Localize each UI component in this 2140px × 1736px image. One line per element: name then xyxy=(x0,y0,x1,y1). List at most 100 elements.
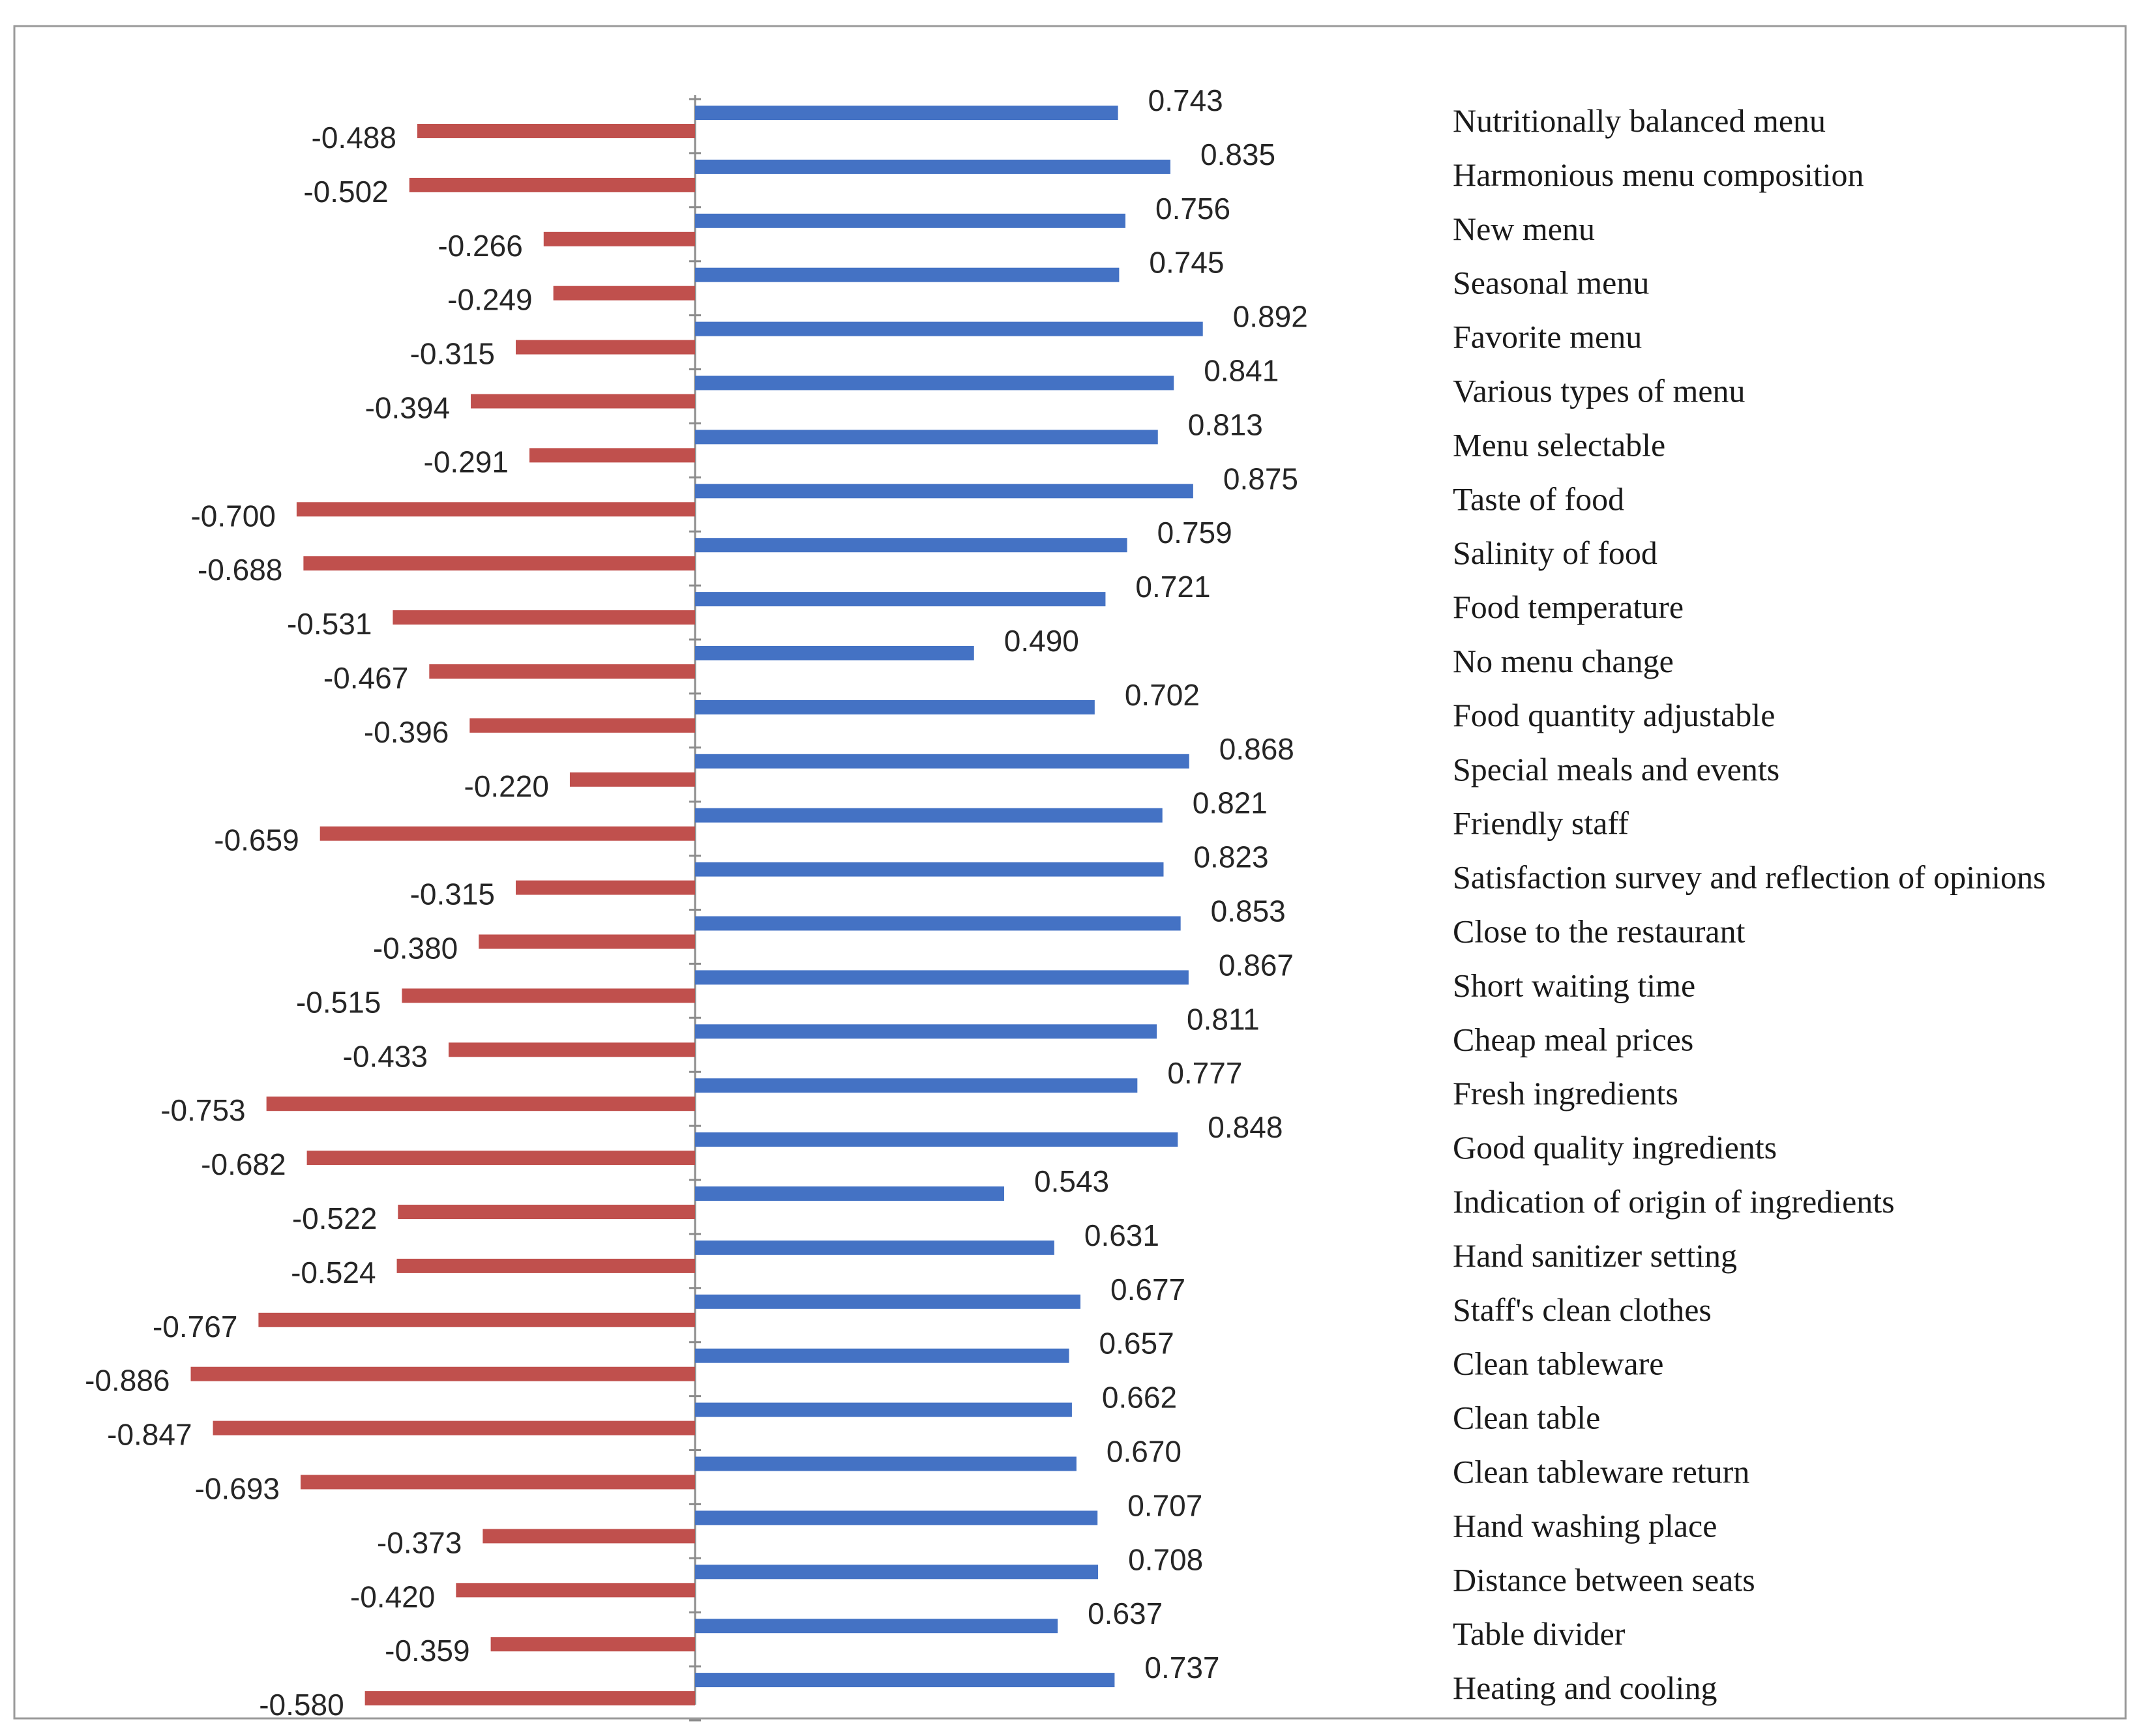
positive-bar xyxy=(695,1348,1069,1363)
positive-bar xyxy=(695,916,1181,931)
category-label: Distance between seats xyxy=(1453,1561,1755,1598)
positive-value-label: 0.670 xyxy=(1107,1435,1181,1469)
negative-bar xyxy=(471,394,695,409)
positive-bar xyxy=(695,375,1174,390)
negative-value-label: -0.488 xyxy=(312,121,396,154)
negative-bar xyxy=(213,1420,696,1435)
negative-value-label: -0.767 xyxy=(153,1310,237,1344)
negative-bar xyxy=(320,826,695,841)
category-label: Favorite menu xyxy=(1453,319,1642,355)
category-label: Seasonal menu xyxy=(1453,265,1649,301)
negative-value-label: -0.688 xyxy=(198,553,282,587)
negative-value-label: -0.886 xyxy=(85,1364,170,1398)
category-label: Food temperature xyxy=(1453,589,1684,625)
negative-bar xyxy=(483,1529,695,1544)
negative-bar xyxy=(469,718,695,733)
negative-value-label: -0.700 xyxy=(190,499,275,533)
negative-bar xyxy=(516,880,695,895)
positive-bar xyxy=(695,754,1189,769)
positive-bar xyxy=(695,321,1203,336)
negative-bar xyxy=(301,1475,695,1490)
category-label: Staff's clean clothes xyxy=(1453,1291,1712,1328)
negative-value-label: -0.515 xyxy=(296,985,381,1019)
negative-value-label: -0.467 xyxy=(323,661,408,695)
positive-bar xyxy=(695,159,1170,174)
negative-value-label: -0.580 xyxy=(259,1688,344,1722)
positive-value-label: 0.631 xyxy=(1084,1218,1159,1252)
negative-bar xyxy=(553,286,695,301)
category-label: Food quantity adjustable xyxy=(1453,697,1775,733)
category-label: Close to the restaurant xyxy=(1453,913,1746,950)
positive-value-label: 0.777 xyxy=(1167,1056,1242,1090)
negative-bar xyxy=(490,1637,695,1652)
positive-bar xyxy=(695,1294,1081,1309)
negative-value-label: -0.380 xyxy=(373,932,458,965)
negative-bar xyxy=(296,502,695,517)
category-label: Clean tableware xyxy=(1453,1346,1663,1382)
negative-bar xyxy=(569,772,695,787)
positive-value-label: 0.737 xyxy=(1144,1651,1219,1685)
category-label: Short waiting time xyxy=(1453,967,1695,1003)
positive-value-label: 0.813 xyxy=(1188,407,1263,441)
negative-value-label: -0.847 xyxy=(107,1418,192,1452)
positive-value-label: 0.811 xyxy=(1187,1002,1260,1036)
positive-value-label: 0.490 xyxy=(1004,624,1079,658)
negative-bar xyxy=(306,1151,695,1166)
negative-value-label: -0.753 xyxy=(160,1093,245,1127)
category-label: Clean table xyxy=(1453,1400,1600,1436)
negative-value-label: -0.531 xyxy=(287,607,372,641)
category-label: Heating and cooling xyxy=(1453,1670,1717,1706)
positive-value-label: 0.841 xyxy=(1204,354,1279,388)
negative-bar xyxy=(516,340,695,355)
category-label: Clean tableware return xyxy=(1453,1454,1749,1490)
negative-value-label: -0.220 xyxy=(464,769,549,803)
negative-bar xyxy=(479,934,695,949)
negative-bar xyxy=(543,231,695,246)
positive-bar xyxy=(695,1024,1157,1039)
negative-value-label: -0.373 xyxy=(377,1525,462,1559)
positive-value-label: 0.745 xyxy=(1149,246,1224,280)
negative-bar xyxy=(364,1691,695,1706)
category-label: Table divider xyxy=(1453,1615,1626,1652)
positive-value-label: 0.743 xyxy=(1148,83,1223,117)
negative-bar xyxy=(398,1205,695,1219)
positive-value-label: 0.662 xyxy=(1102,1381,1177,1415)
negative-bar xyxy=(456,1583,695,1598)
positive-value-label: 0.637 xyxy=(1088,1596,1163,1630)
positive-bar xyxy=(695,538,1127,553)
negative-value-label: -0.659 xyxy=(214,823,299,857)
negative-value-label: -0.359 xyxy=(385,1634,469,1668)
category-label: Various types of menu xyxy=(1453,373,1746,409)
category-label: Hand washing place xyxy=(1453,1507,1717,1544)
positive-bar xyxy=(695,1078,1138,1093)
positive-value-label: 0.868 xyxy=(1219,732,1294,766)
positive-bar xyxy=(695,1402,1072,1417)
category-label: Friendly staff xyxy=(1453,805,1629,842)
positive-value-label: 0.821 xyxy=(1193,786,1268,820)
positive-bar xyxy=(695,106,1118,120)
positive-bar xyxy=(695,430,1158,445)
positive-bar xyxy=(695,213,1125,228)
positive-value-label: 0.543 xyxy=(1034,1164,1109,1198)
positive-bar xyxy=(695,1619,1058,1634)
category-label: Hand sanitizer setting xyxy=(1453,1237,1737,1274)
positive-value-label: 0.867 xyxy=(1219,948,1294,982)
positive-bar xyxy=(695,808,1163,823)
category-label: Fresh ingredients xyxy=(1453,1075,1678,1111)
negative-bar xyxy=(417,124,695,138)
positive-value-label: 0.707 xyxy=(1127,1488,1202,1522)
positive-bar xyxy=(695,1510,1098,1525)
positive-bar xyxy=(695,1240,1054,1255)
category-label: Taste of food xyxy=(1453,480,1624,517)
negative-bar xyxy=(266,1096,696,1111)
negative-value-label: -0.396 xyxy=(364,715,449,749)
category-label: Harmonious menu composition xyxy=(1453,156,1864,193)
negative-value-label: -0.394 xyxy=(365,391,450,425)
negative-value-label: -0.502 xyxy=(303,175,388,209)
category-label: Indication of origin of ingredients xyxy=(1453,1183,1895,1220)
negative-bar xyxy=(429,664,695,679)
positive-value-label: 0.853 xyxy=(1211,894,1286,928)
negative-bar xyxy=(393,610,695,625)
positive-value-label: 0.677 xyxy=(1110,1273,1185,1306)
